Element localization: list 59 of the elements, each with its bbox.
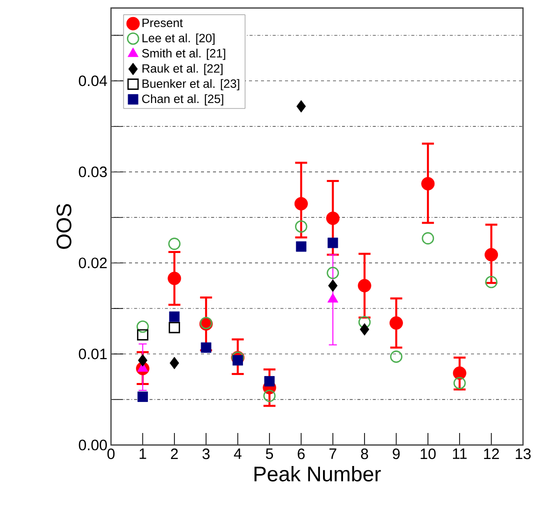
- point: [358, 278, 372, 292]
- point: [168, 238, 181, 250]
- point: [326, 266, 339, 280]
- x-tick-label: 10: [420, 448, 436, 460]
- legend-label: Buenker et al. [23]: [142, 79, 240, 90]
- y-tick-label: 0.01: [78, 348, 107, 360]
- legend-label: Rauk et al. [22]: [142, 64, 223, 76]
- point: [360, 323, 370, 336]
- x-tick-label: 9: [392, 448, 400, 460]
- point: [422, 232, 434, 244]
- point: [168, 322, 180, 334]
- x-tick-label: 2: [170, 448, 178, 460]
- legend-label: Chan et al. [25]: [142, 94, 224, 106]
- point: [137, 329, 148, 340]
- x-tick-label: 12: [484, 448, 499, 460]
- point: [328, 238, 338, 248]
- x-tick-label: 4: [234, 448, 242, 459]
- point: [137, 392, 148, 402]
- point: [484, 248, 498, 262]
- point: [232, 355, 243, 366]
- point: [358, 316, 371, 328]
- point: [452, 366, 466, 380]
- point: [136, 320, 149, 333]
- point: [294, 197, 308, 210]
- point: [170, 356, 180, 370]
- y-axis-title: OOS: [56, 204, 72, 249]
- point: [390, 350, 402, 363]
- point: [421, 177, 435, 190]
- point: [390, 316, 403, 330]
- y-tick-label: 0.02: [78, 258, 107, 268]
- point: [168, 272, 182, 286]
- point: [296, 241, 306, 252]
- point: [328, 279, 338, 292]
- x-axis-title: Peak Number: [254, 466, 381, 482]
- point: [200, 342, 212, 353]
- y-tick-label: 0.03: [78, 166, 107, 178]
- x-tick-label: 6: [298, 448, 305, 460]
- x-tick-label: 5: [266, 448, 274, 459]
- y-tick-label: 0.00: [78, 440, 107, 450]
- x-tick-label: 1: [140, 448, 146, 459]
- x-tick-label: 0: [107, 448, 115, 460]
- point: [326, 212, 340, 225]
- legend-label: Present: [142, 18, 183, 28]
- legend-label: Smith et al. [21]: [142, 48, 226, 60]
- y-tick-label: 0.04: [78, 76, 108, 86]
- x-tick-label: 11: [452, 448, 467, 459]
- x-tick-label: 7: [329, 448, 336, 459]
- point: [169, 311, 180, 322]
- x-tick-label: 3: [202, 448, 210, 460]
- x-tick-label: 8: [361, 448, 368, 460]
- point: [264, 376, 275, 386]
- point: [327, 293, 338, 303]
- point: [453, 376, 466, 390]
- x-tick-label: 13: [516, 448, 531, 460]
- point: [295, 220, 308, 233]
- point: [263, 390, 276, 402]
- legend-label: Lee et al. [20]: [142, 34, 215, 45]
- point: [485, 276, 498, 288]
- point: [296, 100, 306, 113]
